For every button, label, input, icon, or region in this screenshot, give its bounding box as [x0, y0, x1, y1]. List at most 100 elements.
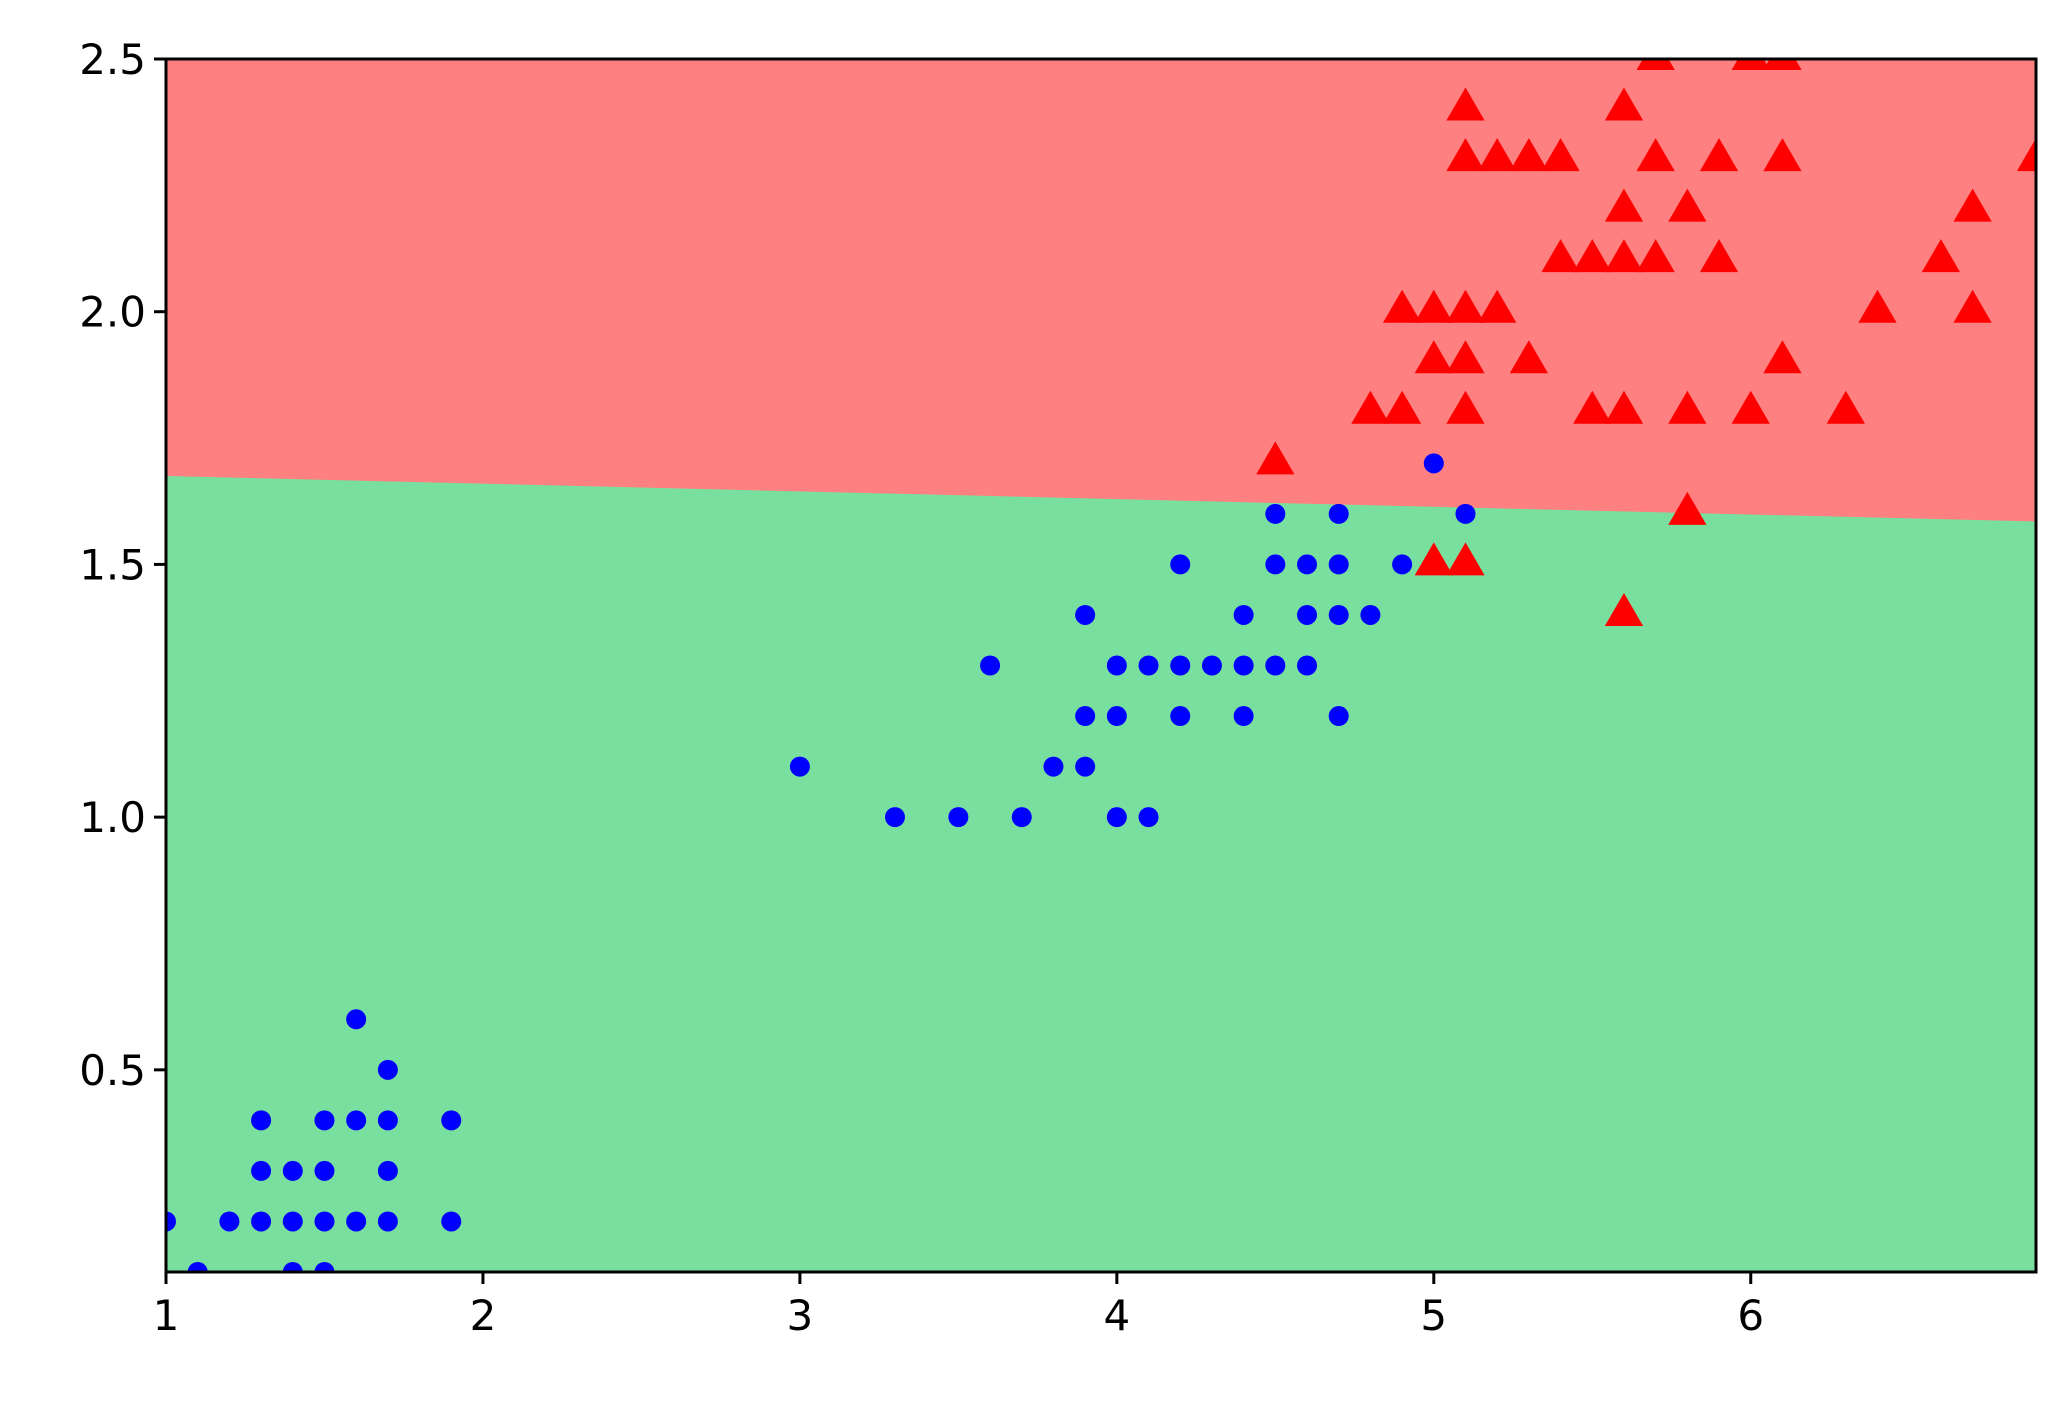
point-circle: [346, 1211, 367, 1232]
point-circle: [1360, 604, 1381, 625]
point-triangle: [1636, 59, 1675, 70]
point-circle: [377, 1110, 398, 1131]
y-tick-label: 2.5: [79, 35, 146, 84]
y-tick-label: 2.0: [79, 288, 146, 337]
point-circle: [314, 1160, 335, 1181]
point-circle: [282, 1211, 303, 1232]
point-triangle: [1604, 390, 1644, 424]
point-triangle: [1541, 239, 1580, 273]
point-circle: [377, 1160, 398, 1181]
point-triangle: [1604, 592, 1644, 626]
x-tick-label: 4: [1103, 1291, 1130, 1340]
point-circle: [789, 756, 810, 777]
point-circle: [346, 1009, 367, 1030]
y-tick-label: 1.5: [79, 540, 146, 589]
point-circle: [1170, 706, 1191, 727]
point-triangle: [1478, 138, 1517, 172]
point-circle: [1392, 554, 1413, 575]
point-circle: [251, 1110, 272, 1131]
point-circle: [441, 1110, 462, 1131]
point-triangle: [1763, 138, 1802, 172]
y-tick-label: 0.5: [79, 1046, 146, 1095]
point-circle: [1328, 706, 1349, 727]
point-triangle: [2016, 138, 2036, 172]
point-circle: [166, 1211, 176, 1232]
point-circle: [1233, 655, 1254, 676]
point-circle: [1455, 503, 1476, 524]
x-tick-label: 6: [1737, 1291, 1764, 1340]
point-circle: [1011, 807, 1032, 828]
point-circle: [1106, 706, 1127, 727]
point-triangle: [1636, 239, 1675, 273]
point-triangle: [1699, 138, 1739, 172]
point-circle: [1075, 756, 1096, 777]
point-circle: [187, 1262, 208, 1272]
point-triangle: [1382, 289, 1422, 323]
point-circle: [346, 1110, 367, 1131]
point-triangle: [1921, 239, 1961, 273]
point-triangle: [1446, 542, 1485, 576]
point-circle: [1138, 807, 1159, 828]
point-triangle: [1446, 289, 1485, 323]
x-tick-label: 2: [470, 1291, 497, 1340]
point-triangle: [1604, 239, 1644, 273]
point-triangle: [1604, 87, 1644, 121]
point-triangle: [1826, 390, 1865, 424]
point-circle: [1265, 554, 1286, 575]
point-circle: [377, 1211, 398, 1232]
point-circle: [314, 1211, 335, 1232]
point-triangle: [1731, 59, 1770, 70]
point-triangle: [1382, 390, 1422, 424]
point-circle: [1328, 503, 1349, 524]
point-triangle: [1573, 239, 1612, 273]
point-triangle: [1446, 138, 1485, 172]
point-circle: [948, 807, 969, 828]
point-circle: [884, 807, 905, 828]
point-circle: [1075, 706, 1096, 727]
point-triangle: [1573, 390, 1612, 424]
point-triangle: [1478, 289, 1517, 323]
plot-frame: [164, 57, 2038, 1274]
y-tick-label: 1.0: [79, 793, 146, 842]
point-circle: [251, 1160, 272, 1181]
decision-regions: [166, 59, 2036, 1272]
point-triangle: [1414, 289, 1453, 323]
x-tick-label: 3: [787, 1291, 814, 1340]
data-points: [166, 59, 2036, 1272]
point-triangle: [1699, 239, 1739, 273]
point-triangle: [1858, 289, 1897, 323]
point-circle: [1233, 604, 1254, 625]
point-circle: [441, 1211, 462, 1232]
point-triangle: [1509, 138, 1549, 172]
point-triangle: [1446, 340, 1485, 374]
point-triangle: [1953, 188, 1992, 222]
point-circle: [1265, 503, 1286, 524]
point-circle: [1201, 655, 1222, 676]
point-triangle: [1414, 542, 1453, 576]
point-circle: [1265, 655, 1286, 676]
point-triangle: [1731, 390, 1770, 424]
point-triangle: [1446, 390, 1485, 424]
point-circle: [282, 1262, 303, 1272]
point-circle: [314, 1262, 335, 1272]
point-circle: [1170, 554, 1191, 575]
point-circle: [314, 1110, 335, 1131]
point-circle: [1043, 756, 1064, 777]
point-circle: [1297, 554, 1318, 575]
point-circle: [251, 1211, 272, 1232]
upper-class-region: [166, 59, 2036, 522]
point-triangle: [1446, 87, 1485, 121]
point-circle: [377, 1059, 398, 1080]
point-triangle: [1763, 340, 1802, 374]
point-circle: [1233, 706, 1254, 727]
point-triangle: [1636, 138, 1675, 172]
point-circle: [1106, 655, 1127, 676]
point-triangle: [1763, 59, 1802, 70]
point-circle: [1106, 807, 1127, 828]
point-triangle: [1541, 138, 1580, 172]
point-triangle: [1668, 390, 1707, 424]
point-triangle: [1509, 340, 1549, 374]
point-circle: [980, 655, 1001, 676]
point-circle: [1297, 655, 1318, 676]
point-triangle: [1414, 340, 1453, 374]
